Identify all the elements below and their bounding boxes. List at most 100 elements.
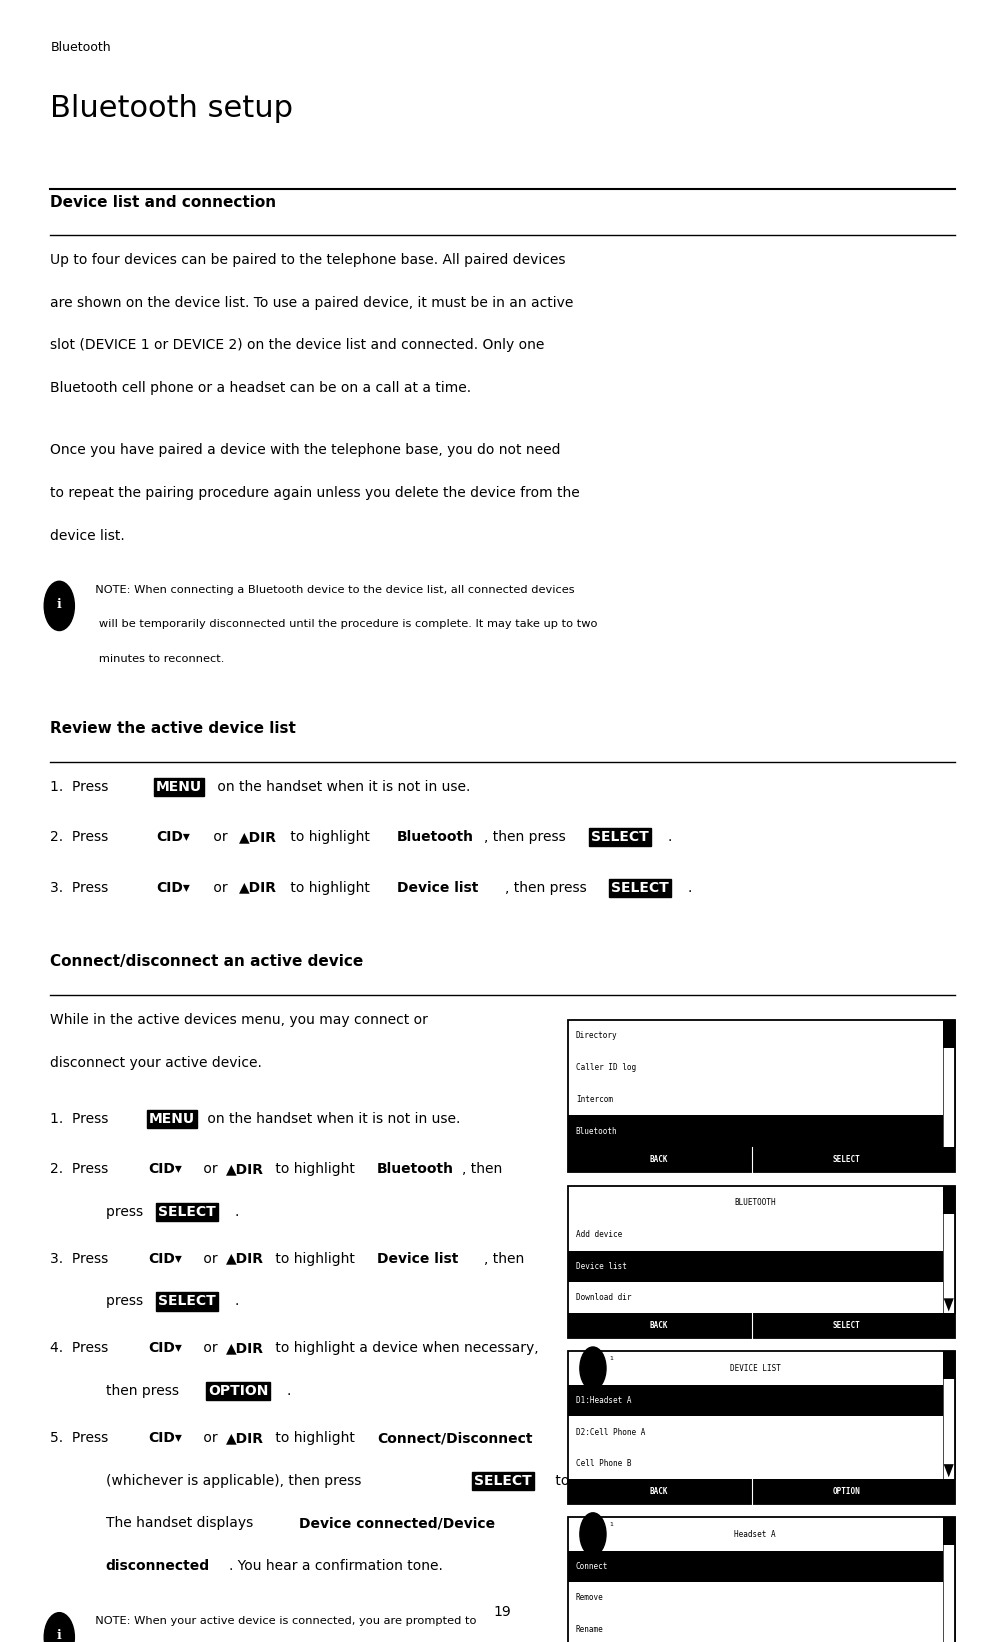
Text: SELECT: SELECT [832,1156,860,1164]
Text: Intercom: Intercom [576,1095,613,1103]
Text: Bluetooth: Bluetooth [50,41,111,54]
Text: or: or [199,1163,222,1176]
Bar [568,1251,943,1282]
Text: 1: 1 [609,1356,613,1361]
Text: While in the active devices menu, you may connect or: While in the active devices menu, you ma… [50,1013,428,1028]
Text: Directory: Directory [576,1031,617,1039]
Text: ▲DIR: ▲DIR [239,831,277,844]
Text: Connect: Connect [576,1562,608,1571]
Text: disconnected: disconnected [106,1560,210,1573]
Text: Caller ID log: Caller ID log [576,1062,636,1072]
Polygon shape [944,1519,954,1532]
Text: , then: , then [484,1251,525,1266]
Text: Rename: Rename [576,1624,604,1634]
Text: to highlight a device when necessary,: to highlight a device when necessary, [271,1342,539,1355]
Text: Device list: Device list [397,880,478,895]
Text: SELECT: SELECT [611,880,668,895]
Text: , then press: , then press [484,831,571,844]
Text: slot (DEVICE 1 or DEVICE 2) on the device list and connected. Only one: slot (DEVICE 1 or DEVICE 2) on the devic… [50,338,545,353]
Text: ▲DIR: ▲DIR [226,1342,264,1355]
Text: 1.  Press: 1. Press [50,1112,113,1126]
Text: ▲DIR: ▲DIR [226,1432,264,1445]
Text: SELECT: SELECT [158,1205,215,1218]
Text: BACK: BACK [649,1322,668,1330]
Text: CID▾: CID▾ [149,1432,183,1445]
Polygon shape [944,1187,954,1200]
Text: to highlight: to highlight [271,1432,360,1445]
Text: , then press: , then press [505,880,591,895]
Text: to highlight: to highlight [271,1163,360,1176]
Text: or: or [199,1432,222,1445]
Text: CID▾: CID▾ [156,831,190,844]
Circle shape [580,1346,606,1389]
Bar [943,1351,955,1479]
Text: NOTE: When your active device is connected, you are prompted to: NOTE: When your active device is connect… [88,1616,477,1626]
Text: device list.: device list. [50,529,125,544]
Text: i: i [57,598,61,611]
Text: .: . [286,1384,290,1397]
Text: on the handset when it is not in use.: on the handset when it is not in use. [203,1112,460,1126]
Text: or: or [209,880,232,895]
Text: Bluetooth: Bluetooth [397,831,474,844]
Text: Cell Phone B: Cell Phone B [576,1458,631,1468]
Text: or: or [209,831,232,844]
Polygon shape [944,1353,954,1366]
Text: 4.  Press: 4. Press [50,1342,113,1355]
Text: minutes to reconnect.: minutes to reconnect. [88,654,225,663]
Text: Connect/disconnect an active device: Connect/disconnect an active device [50,954,364,969]
Text: 5.  Press: 5. Press [50,1432,113,1445]
Text: Up to four devices can be paired to the telephone base. All paired devices: Up to four devices can be paired to the … [50,253,566,268]
Bar [943,1186,955,1213]
Bar [943,1020,955,1048]
Bar [943,1517,955,1545]
Text: Device list and connection: Device list and connection [50,195,276,210]
Text: CID▾: CID▾ [156,880,190,895]
Text: to repeat the pairing procedure again unless you delete the device from the: to repeat the pairing procedure again un… [50,486,580,501]
Text: ▲DIR: ▲DIR [226,1163,264,1176]
Text: will be temporarily disconnected until the procedure is complete. It may take up: will be temporarily disconnected until t… [88,619,598,629]
Text: Connect/Disconnect: Connect/Disconnect [377,1432,533,1445]
Bar [568,1115,943,1148]
Text: , then: , then [462,1163,502,1176]
Text: .: . [667,831,671,844]
Text: CID▾: CID▾ [149,1342,183,1355]
Text: 1.  Press: 1. Press [50,780,113,795]
Text: 1: 1 [609,1522,613,1527]
Circle shape [580,1512,606,1555]
Text: ▲DIR: ▲DIR [239,880,277,895]
Text: Bluetooth: Bluetooth [377,1163,454,1176]
Text: to highlight: to highlight [286,880,375,895]
Polygon shape [944,1021,954,1034]
Text: are shown on the device list. To use a paired device, it must be in an active: are shown on the device list. To use a p… [50,296,574,310]
Bar [568,1517,955,1642]
Text: press: press [106,1205,147,1218]
Bar [568,1552,943,1583]
Bar [943,1517,955,1642]
Text: BLUETOOTH: BLUETOOTH [735,1199,776,1207]
Bar [943,1351,955,1379]
Text: SELECT: SELECT [158,1294,215,1309]
Text: 3.  Press: 3. Press [50,1251,113,1266]
Bar [568,1386,943,1417]
Text: MENU: MENU [149,1112,195,1126]
Text: (whichever is applicable), then press: (whichever is applicable), then press [106,1475,365,1488]
Text: Once you have paired a device with the telephone base, you do not need: Once you have paired a device with the t… [50,443,561,458]
Text: OPTION: OPTION [208,1384,268,1397]
Text: The handset displays: The handset displays [106,1517,257,1530]
Text: CID▾: CID▾ [149,1251,183,1266]
Text: .: . [687,880,691,895]
Text: Bluetooth: Bluetooth [576,1126,617,1136]
Text: Review the active device list: Review the active device list [50,721,296,736]
Bar [568,1186,955,1338]
Text: OPTION: OPTION [832,1488,860,1496]
Text: D1:Headset A: D1:Headset A [576,1396,631,1406]
Text: MENU: MENU [156,780,202,795]
Circle shape [44,581,74,631]
Text: NOTE: When connecting a Bluetooth device to the device list, all connected devic: NOTE: When connecting a Bluetooth device… [88,585,575,594]
Bar [568,1148,955,1172]
Text: to highlight: to highlight [271,1251,360,1266]
Text: on the handset when it is not in use.: on the handset when it is not in use. [213,780,470,795]
Text: SELECT: SELECT [591,831,648,844]
Text: Remove: Remove [576,1593,604,1603]
Text: SELECT: SELECT [474,1475,532,1488]
